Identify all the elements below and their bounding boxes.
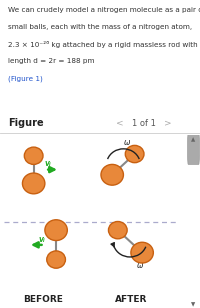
Text: length d = 2r = 188 pm: length d = 2r = 188 pm [8,59,95,64]
Circle shape [47,251,65,268]
Circle shape [125,145,144,163]
Text: 2.3 × 10⁻²⁶ kg attached by a rigid massless rod with: 2.3 × 10⁻²⁶ kg attached by a rigid massl… [8,41,198,48]
Text: 1 of 1: 1 of 1 [132,119,156,128]
Circle shape [24,147,43,164]
FancyBboxPatch shape [188,133,199,164]
Text: vᵢ: vᵢ [44,160,51,168]
Circle shape [45,220,67,241]
Circle shape [22,173,45,194]
Text: <: < [116,119,124,128]
Text: AFTER: AFTER [115,295,147,304]
Text: (Figure 1): (Figure 1) [8,75,43,82]
Circle shape [131,242,153,263]
Circle shape [101,164,123,185]
Text: small balls, each with the mass of a nitrogen atom,: small balls, each with the mass of a nit… [8,24,192,30]
Text: vᵢ: vᵢ [39,235,45,244]
Text: ▼: ▼ [191,302,196,307]
Circle shape [108,221,127,239]
Text: ▲: ▲ [191,138,196,143]
Text: >: > [164,119,172,128]
Text: We can crudely model a nitrogen molecule as a pair of: We can crudely model a nitrogen molecule… [8,7,200,13]
Text: ω: ω [137,261,143,270]
Text: ω: ω [124,137,131,147]
Text: BEFORE: BEFORE [23,295,63,304]
Text: Figure: Figure [8,118,44,128]
